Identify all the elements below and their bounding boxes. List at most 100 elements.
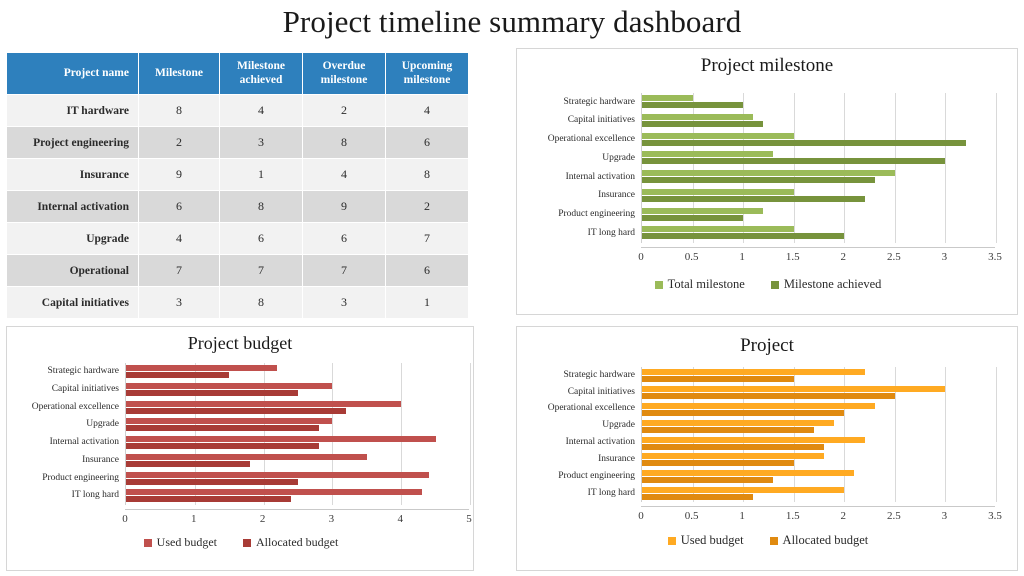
bar-series2[interactable] <box>642 477 774 484</box>
category-label: Capital initiatives <box>51 383 119 394</box>
table-row[interactable]: Upgrade 4 6 6 7 <box>7 223 468 255</box>
bar-group[interactable] <box>126 434 469 452</box>
bar-group[interactable] <box>642 206 995 225</box>
bar-group[interactable] <box>642 93 995 112</box>
bar-group[interactable] <box>642 418 995 435</box>
bar-series2[interactable] <box>642 494 754 501</box>
bar-series2[interactable] <box>126 478 298 485</box>
bar-series2[interactable] <box>642 158 946 165</box>
bar-series2[interactable] <box>642 392 895 399</box>
bar-series1[interactable] <box>642 207 764 214</box>
bar-group[interactable] <box>126 470 469 488</box>
column-header-upcoming-milestone[interactable]: Upcoming milestone <box>386 53 468 95</box>
bar-series1[interactable] <box>642 369 865 375</box>
bar-series2[interactable] <box>126 389 298 396</box>
bar-series2[interactable] <box>642 233 845 240</box>
bar-group[interactable] <box>642 401 995 418</box>
table-row[interactable]: IT hardware 8 4 2 4 <box>7 95 468 127</box>
table-row[interactable]: Capital initiatives 3 8 3 1 <box>7 287 468 319</box>
bar-series1[interactable] <box>126 365 278 371</box>
column-header-overdue-milestone[interactable]: Overdue milestone <box>303 53 385 95</box>
bar-series1[interactable] <box>642 385 946 392</box>
bar-series1[interactable] <box>642 188 794 195</box>
bar-group[interactable] <box>126 487 469 505</box>
bar-series1[interactable] <box>642 226 794 233</box>
column-header-project-name[interactable]: Project name <box>7 53 138 95</box>
bar-group[interactable] <box>642 435 995 452</box>
bar-group[interactable] <box>642 187 995 206</box>
legend-item[interactable]: Used budget <box>667 533 744 548</box>
bar-group[interactable] <box>126 363 469 381</box>
bar-group[interactable] <box>642 224 995 243</box>
legend-item[interactable]: Allocated budget <box>769 533 868 548</box>
table-row[interactable]: Internal activation 6 8 9 2 <box>7 191 468 223</box>
bar-series1[interactable] <box>642 419 835 426</box>
bar-series2[interactable] <box>126 407 347 414</box>
bar-series2[interactable] <box>642 195 865 202</box>
bar-group[interactable] <box>642 149 995 168</box>
bar-series1[interactable] <box>126 453 367 460</box>
legend-item[interactable]: Allocated budget <box>243 535 338 550</box>
bar-group[interactable] <box>642 168 995 187</box>
bar-group[interactable] <box>642 112 995 131</box>
bar-series1[interactable] <box>642 95 693 101</box>
bar-series1[interactable] <box>642 470 855 477</box>
x-tick-label: 4 <box>397 513 403 525</box>
bar-series1[interactable] <box>126 471 429 478</box>
bar-series2[interactable] <box>642 120 764 127</box>
column-header-milestone[interactable]: Milestone <box>139 53 219 95</box>
bar-series1[interactable] <box>126 418 333 425</box>
bar-series2[interactable] <box>126 425 319 432</box>
x-tick-label: 1 <box>739 251 745 263</box>
bar-series1[interactable] <box>126 436 436 442</box>
category-label: Upgrade <box>602 420 635 431</box>
bar-series2[interactable] <box>642 376 794 382</box>
bar-series1[interactable] <box>126 400 402 407</box>
bar-series1[interactable] <box>126 489 422 496</box>
bar-series2[interactable] <box>642 443 825 450</box>
table-row[interactable]: Operational 7 7 7 6 <box>7 255 468 287</box>
bar-group[interactable] <box>126 399 469 417</box>
bar-series2[interactable] <box>126 496 292 503</box>
legend-item[interactable]: Milestone achieved <box>770 277 881 292</box>
column-header-milestone-achieved[interactable]: Milestone achieved <box>220 53 302 95</box>
gridline <box>401 363 403 505</box>
legend-item[interactable]: Total milestone <box>654 277 745 292</box>
legend-item[interactable]: Used budget <box>143 535 217 550</box>
bar-series2[interactable] <box>126 372 230 378</box>
bar-series1[interactable] <box>642 453 825 460</box>
bar-group[interactable] <box>642 131 995 150</box>
bar-series2[interactable] <box>642 460 794 467</box>
gridline <box>793 93 795 243</box>
bar-group[interactable] <box>126 416 469 434</box>
bar-series1[interactable] <box>642 132 794 139</box>
table-row[interactable]: Project engineering 2 3 8 6 <box>7 127 468 159</box>
bar-series2[interactable] <box>642 426 814 433</box>
bar-group[interactable] <box>126 452 469 470</box>
cell-milestone: 9 <box>139 159 219 191</box>
bar-series2[interactable] <box>126 443 319 449</box>
bar-group[interactable] <box>642 485 995 502</box>
bar-group[interactable] <box>126 381 469 399</box>
bar-series1[interactable] <box>642 487 845 494</box>
bar-series1[interactable] <box>642 402 875 409</box>
bar-group[interactable] <box>642 367 995 384</box>
bar-series2[interactable] <box>642 102 744 108</box>
x-tick-label: 3.5 <box>988 251 1002 263</box>
bar-series1[interactable] <box>642 151 774 158</box>
table-row[interactable]: Insurance 9 1 4 8 <box>7 159 468 191</box>
bar-series1[interactable] <box>126 382 333 389</box>
bar-series1[interactable] <box>642 170 895 176</box>
bar-series2[interactable] <box>642 214 744 221</box>
bar-series2[interactable] <box>126 460 250 467</box>
bar-series2[interactable] <box>642 177 875 183</box>
bar-group[interactable] <box>642 384 995 401</box>
bar-series1[interactable] <box>642 436 865 443</box>
bar-group[interactable] <box>642 451 995 468</box>
bar-series2[interactable] <box>642 139 966 146</box>
cell-milestone-achieved: 8 <box>220 287 302 319</box>
legend-swatch-icon <box>243 538 251 547</box>
bar-series2[interactable] <box>642 409 845 416</box>
bar-group[interactable] <box>642 468 995 485</box>
bar-series1[interactable] <box>642 113 754 120</box>
